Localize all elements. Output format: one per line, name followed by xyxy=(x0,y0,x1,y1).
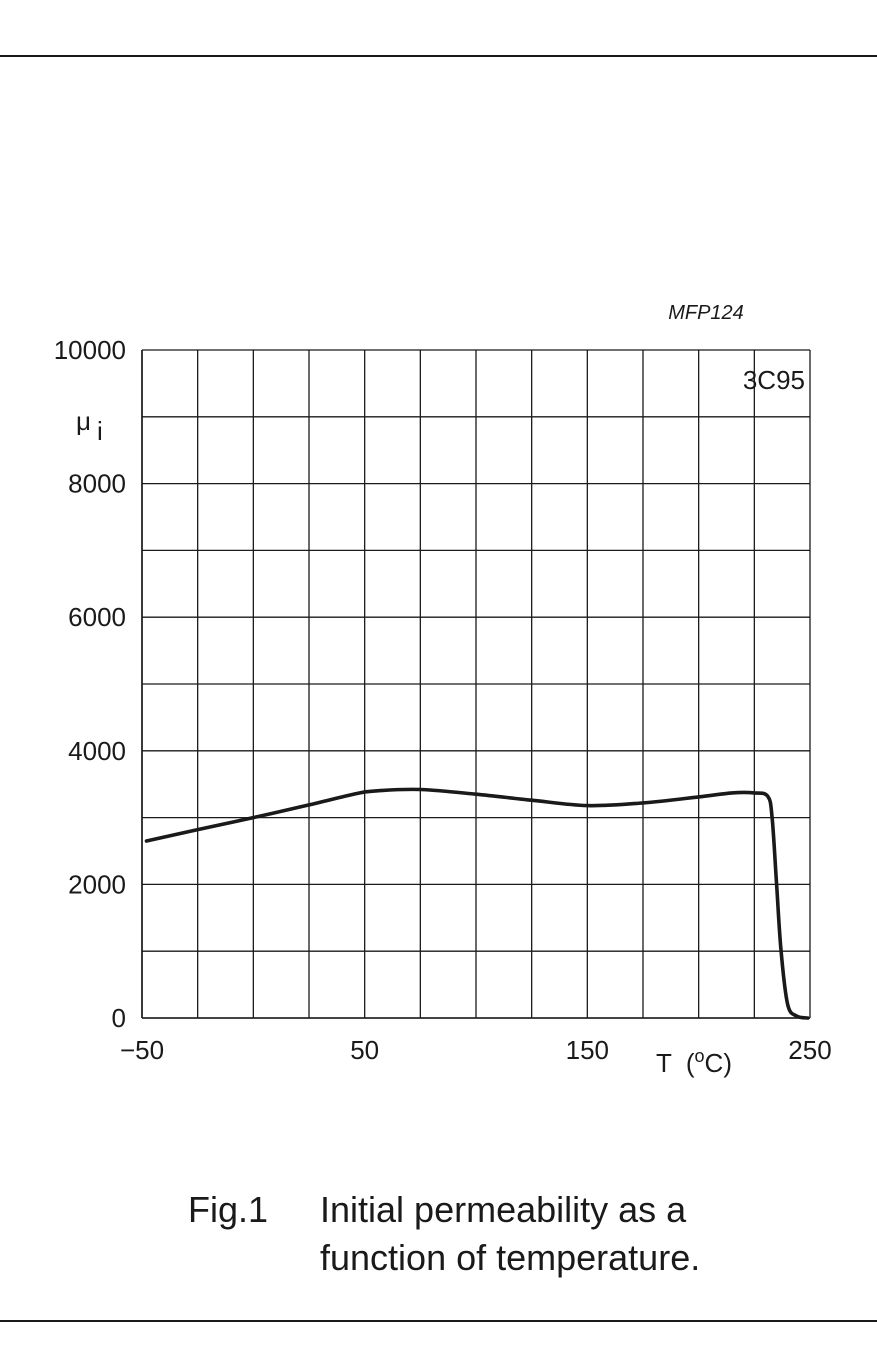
x-axis-label: T (oC) xyxy=(656,1046,732,1078)
grid xyxy=(141,349,811,1019)
caption-line-1: Initial permeability as a xyxy=(320,1189,687,1230)
figure-number: Fig.1 xyxy=(188,1189,269,1230)
series-layer xyxy=(144,787,810,1020)
x-tick-label: 150 xyxy=(566,1035,609,1065)
y-axis-symbol: μ xyxy=(76,406,91,436)
chart-code: MFP124 xyxy=(668,302,744,324)
x-tick-label: −50 xyxy=(120,1035,164,1065)
y-tick-label: 10000 xyxy=(54,335,126,365)
y-axis-subscript: i xyxy=(97,416,103,446)
x-tick-label: 50 xyxy=(350,1035,379,1065)
x-axis-degree: o xyxy=(695,1046,705,1066)
x-axis-symbol: T ( xyxy=(656,1048,695,1078)
bottom-rule xyxy=(0,1320,877,1322)
y-tick-label: 8000 xyxy=(68,469,126,499)
y-tick-label: 2000 xyxy=(68,869,126,899)
y-tick-label: 0 xyxy=(112,1003,126,1033)
series-line xyxy=(144,787,810,1020)
caption-line-2: function of temperature. xyxy=(320,1237,701,1278)
y-tick-labels: 10000 8000 6000 4000 2000 0 xyxy=(54,335,126,1033)
x-tick-label: 250 xyxy=(788,1035,831,1065)
top-rule xyxy=(0,55,877,57)
material-label: 3C95 xyxy=(743,365,805,395)
y-tick-label: 4000 xyxy=(68,736,126,766)
y-tick-label: 6000 xyxy=(68,602,126,632)
x-tick-labels: −50 50 150 250 xyxy=(120,1035,832,1065)
figure-description: Initial permeability as a function of te… xyxy=(320,1186,740,1282)
x-axis-unit: C) xyxy=(705,1048,732,1078)
